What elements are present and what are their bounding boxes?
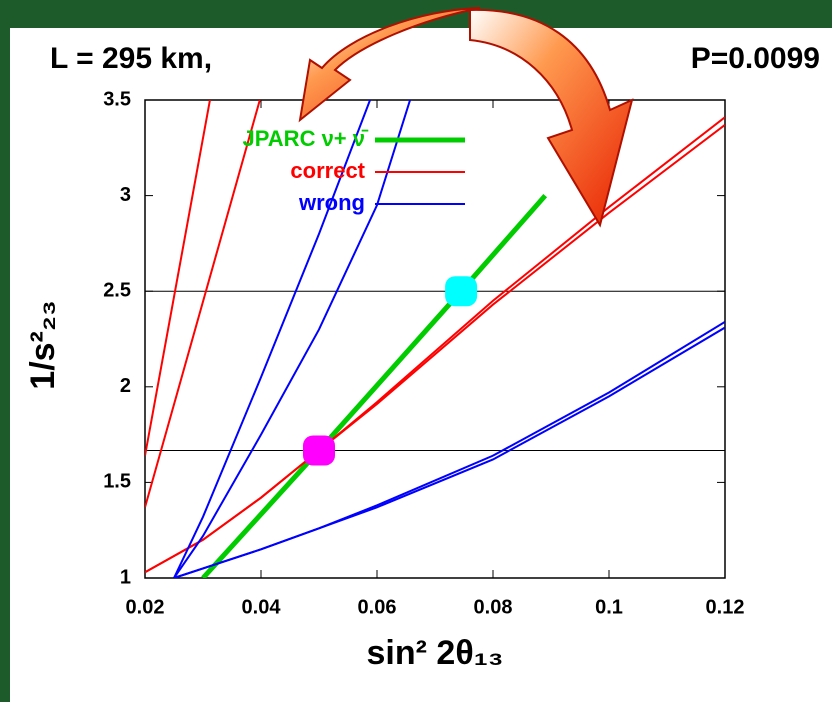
data-line	[173, 326, 725, 578]
title-left: L = 295 km,	[50, 42, 212, 75]
x-tick-label: 0.06	[358, 596, 397, 618]
y-tick-label: 3.5	[103, 88, 131, 110]
title-right: P=0.0099	[691, 42, 820, 75]
y-tick-label: 3	[120, 184, 131, 206]
data-line	[145, 100, 211, 456]
y-tick-label: 1	[120, 566, 131, 588]
data-line	[201, 193, 548, 578]
legend-label: wrong	[298, 190, 365, 215]
data-line	[145, 124, 725, 574]
plot-frame	[144, 99, 726, 579]
x-axis-label: sin² 2θ₁₃	[367, 634, 504, 672]
y-tick-label: 1.5	[103, 471, 131, 493]
curves	[145, 100, 725, 578]
plot: 0.02 0.04 0.06 0.08 0.1 0.12 1 1.5 2 2.5 3 3.5 JPARC…	[103, 88, 744, 618]
data-line	[145, 100, 261, 508]
x-tick-label: 0.08	[474, 596, 513, 618]
data-line	[173, 100, 412, 578]
marker	[303, 435, 335, 466]
x-tick-label: 0.1	[595, 596, 623, 618]
x-tick-label: 0.04	[242, 596, 282, 618]
x-tick-label: 0.02	[126, 596, 165, 618]
legend-label: correct	[290, 158, 365, 183]
arrow-left	[298, 7, 481, 123]
arrow-right	[469, 8, 634, 228]
data-line	[173, 100, 371, 578]
y-tick-label: 2.5	[103, 279, 131, 301]
y-axis-label: 1/s²₂₃	[24, 300, 62, 389]
marker	[445, 276, 478, 307]
y-tick-label: 2	[120, 375, 131, 397]
legend-label: JPARC ν+ ν̄	[243, 126, 369, 151]
x-tick-label: 0.12	[706, 596, 745, 618]
